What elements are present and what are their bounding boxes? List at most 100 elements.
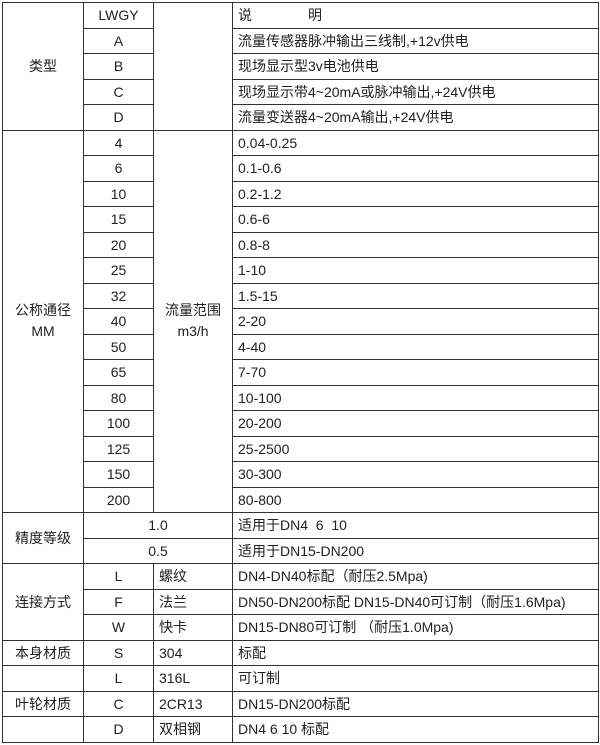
accuracy-desc-cell: 适用于DN15-DN200 — [232, 537, 599, 564]
table-row: A 流量传感器脉冲输出三线制,+12v供电 — [3, 27, 599, 54]
flow-range-cell: 0.8-8 — [232, 231, 599, 258]
connection-desc-cell: DN4-DN40标配（耐压2.5Mpa) — [232, 563, 599, 590]
type-code-cell: A — [83, 27, 154, 54]
connection-name-cell: 法兰 — [153, 588, 233, 615]
type-code-cell: D — [83, 104, 154, 131]
dn-value-cell: 65 — [83, 359, 154, 386]
accuracy-class-cell: 0.5 — [83, 537, 233, 564]
material-code-cell: S — [83, 639, 154, 666]
connection-desc-cell: DN50-DN200标配 DN15-DN40可订制（耐压1.6Mpa) — [232, 588, 599, 615]
type-blank-cell — [153, 2, 233, 131]
table-row: 80 10-100 — [3, 384, 599, 411]
flow-range-label-line1: 流量范围 — [165, 302, 221, 319]
dn-value-cell: 6 — [83, 155, 154, 182]
flow-range-cell: 0.2-1.2 — [232, 180, 599, 207]
type-section-header: 类型 — [2, 2, 84, 131]
dn-value-cell: 15 — [83, 206, 154, 233]
diameter-section-header: 公称通径 MM — [2, 129, 84, 513]
connection-code-cell: W — [83, 614, 154, 641]
table-row: 25 1-10 — [3, 257, 599, 284]
type-desc-cell: 流量变送器4~20mA输出,+24V供电 — [232, 104, 599, 131]
diameter-label-line1: 公称通径 — [15, 302, 71, 319]
material-label-empty-cell — [2, 716, 84, 743]
type-desc-cell: 流量传感器脉冲输出三线制,+12v供电 — [232, 27, 599, 54]
accuracy-desc-cell: 适用于DN4 6 10 — [232, 512, 599, 539]
table-row: C 现场显示带4~20mA或脉冲输出,+24V供电 — [3, 78, 599, 105]
dn-value-cell: 40 — [83, 308, 154, 335]
description-header: 说 明 — [232, 2, 599, 29]
model-code-cell: LWGY — [83, 2, 154, 29]
table-row: 20 0.8-8 — [3, 231, 599, 258]
flow-range-cell: 1-10 — [232, 257, 599, 284]
dn-value-cell: 10 — [83, 180, 154, 207]
flow-range-cell: 1.5-15 — [232, 282, 599, 309]
dn-value-cell: 20 — [83, 231, 154, 258]
table-row: 200 80-800 — [3, 486, 599, 513]
table-row: 公称通径 MM 4 流量范围 m3/h 0.04-0.25 — [2, 129, 599, 513]
table-row: 125 25-2500 — [3, 435, 599, 462]
material-name-cell: 双相钢 — [153, 716, 233, 743]
dn-value-cell: 50 — [83, 333, 154, 360]
dn-value-cell: 125 — [83, 435, 154, 462]
flow-range-cell: 4-40 — [232, 333, 599, 360]
table-row: 65 7-70 — [3, 359, 599, 386]
type-code-cell: B — [83, 53, 154, 80]
table-row: W 快卡 DN15-DN80可订制 （耐压1.0Mpa) — [3, 614, 599, 641]
flow-range-cell: 20-200 — [232, 410, 599, 437]
flow-range-cell: 10-100 — [232, 384, 599, 411]
dn-value-cell: 200 — [83, 486, 154, 513]
table-row: L 316L 可订制 — [2, 665, 599, 692]
material-name-cell: 2CR13 — [153, 690, 233, 717]
material-desc-cell: 标配 — [232, 639, 599, 666]
table-row: D 双相钢 DN4 6 10 标配 — [2, 716, 599, 743]
diameter-label-line2: MM — [31, 323, 55, 340]
material-desc-cell: 可订制 — [232, 665, 599, 692]
table-row: 6 0.1-0.6 — [3, 155, 599, 182]
accuracy-class-cell: 1.0 — [83, 512, 233, 539]
material-code-cell: L — [83, 665, 154, 692]
dn-value-cell: 32 — [83, 282, 154, 309]
material-name-cell: 304 — [153, 639, 233, 666]
table-row: 100 20-200 — [3, 410, 599, 437]
type-desc-cell: 现场显示型3v电池供电 — [232, 53, 599, 80]
table-row: 叶轮材质 C 2CR13 DN15-DN200标配 — [2, 690, 599, 717]
material-name-cell: 316L — [153, 665, 233, 692]
material-label-empty-cell — [2, 665, 84, 692]
table-row: 连接方式 L 螺纹 DN4-DN40标配（耐压2.5Mpa) — [2, 563, 599, 641]
material-code-cell: D — [83, 716, 154, 743]
table-row: 50 4-40 — [3, 333, 599, 360]
material-desc-cell: DN15-DN200标配 — [232, 690, 599, 717]
impeller-material-header: 叶轮材质 — [2, 690, 84, 717]
dn-value-cell: 150 — [83, 461, 154, 488]
accuracy-section-header: 精度等级 — [2, 512, 84, 564]
flow-range-cell: 0.04-0.25 — [232, 129, 599, 156]
connection-code-cell: L — [83, 563, 154, 590]
dn-value-cell: 80 — [83, 384, 154, 411]
type-desc-cell: 现场显示带4~20mA或脉冲输出,+24V供电 — [232, 78, 599, 105]
table-row: B 现场显示型3v电池供电 — [3, 53, 599, 80]
table-row: 40 2-20 — [3, 308, 599, 335]
connection-name-cell: 快卡 — [153, 614, 233, 641]
connection-section-header: 连接方式 — [2, 563, 84, 641]
connection-desc-cell: DN15-DN80可订制 （耐压1.0Mpa) — [232, 614, 599, 641]
table-row: 精度等级 1.0 适用于DN4 6 10 — [2, 512, 599, 564]
table-row: 10 0.2-1.2 — [3, 180, 599, 207]
material-desc-cell: DN4 6 10 标配 — [232, 716, 599, 743]
material-code-cell: C — [83, 690, 154, 717]
table-row: 15 0.6-6 — [3, 206, 599, 233]
flow-range-cell: 2-20 — [232, 308, 599, 335]
table-row: 类型 LWGY 说 明 — [2, 2, 599, 131]
dn-value-cell: 25 — [83, 257, 154, 284]
flow-range-label-line2: m3/h — [177, 323, 209, 340]
flow-range-cell: 0.6-6 — [232, 206, 599, 233]
body-material-header: 本身材质 — [2, 639, 84, 666]
connection-code-cell: F — [83, 588, 154, 615]
flow-range-cell: 7-70 — [232, 359, 599, 386]
type-code-cell: C — [83, 78, 154, 105]
flow-range-header: 流量范围 m3/h — [153, 129, 233, 513]
flow-range-cell: 25-2500 — [232, 435, 599, 462]
table-row: 32 1.5-15 — [3, 282, 599, 309]
flow-range-cell: 30-300 — [232, 461, 599, 488]
table-row: D 流量变送器4~20mA输出,+24V供电 — [3, 104, 599, 131]
